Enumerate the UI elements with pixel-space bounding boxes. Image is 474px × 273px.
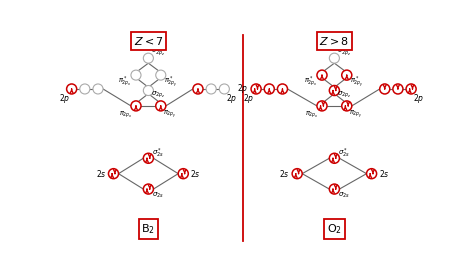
- Text: $\sigma_{2s}$: $\sigma_{2s}$: [153, 191, 164, 200]
- Text: $2p$: $2p$: [59, 92, 70, 105]
- Text: $\pi_{2p_x}$: $\pi_{2p_x}$: [305, 109, 319, 120]
- Text: $\mathrm{B_2}$: $\mathrm{B_2}$: [141, 222, 155, 236]
- Text: $2p$: $2p$: [237, 82, 248, 96]
- Circle shape: [366, 169, 377, 179]
- Text: $\pi_{2p_x}$: $\pi_{2p_x}$: [119, 109, 133, 120]
- Circle shape: [329, 184, 339, 194]
- Text: $\sigma_{2s}$: $\sigma_{2s}$: [338, 191, 350, 200]
- Text: $\sigma^*_{2s}$: $\sigma^*_{2s}$: [153, 146, 164, 159]
- Text: $2p$: $2p$: [244, 92, 255, 105]
- Circle shape: [219, 84, 229, 94]
- Text: $\mathrm{O_2}$: $\mathrm{O_2}$: [327, 222, 342, 236]
- Circle shape: [67, 84, 77, 94]
- Circle shape: [131, 70, 141, 80]
- Circle shape: [317, 70, 327, 80]
- Circle shape: [277, 84, 288, 94]
- Circle shape: [292, 169, 302, 179]
- Circle shape: [342, 101, 352, 111]
- Text: $2s$: $2s$: [379, 168, 389, 179]
- Circle shape: [193, 84, 203, 94]
- Text: $2s$: $2s$: [191, 168, 201, 179]
- Text: $\pi^*_{2p_y}$: $\pi^*_{2p_y}$: [164, 74, 178, 90]
- Circle shape: [143, 153, 154, 163]
- Circle shape: [143, 184, 154, 194]
- Text: $\sigma^*_{2p_z}$: $\sigma^*_{2p_z}$: [151, 45, 166, 59]
- Circle shape: [380, 84, 390, 94]
- Circle shape: [317, 101, 327, 111]
- Text: $\pi^*_{2p_y}$: $\pi^*_{2p_y}$: [350, 74, 364, 90]
- Circle shape: [178, 169, 188, 179]
- Text: $\sigma^*_{2s}$: $\sigma^*_{2s}$: [338, 146, 350, 159]
- Circle shape: [329, 85, 339, 96]
- Text: $\pi_{2p_y}$: $\pi_{2p_y}$: [349, 109, 363, 120]
- Text: $\pi^*_{2p_x}$: $\pi^*_{2p_x}$: [118, 75, 132, 89]
- Text: $2s$: $2s$: [280, 168, 290, 179]
- Text: $Z > 8$: $Z > 8$: [319, 35, 349, 47]
- Text: $\sigma_{2p_z}$: $\sigma_{2p_z}$: [337, 90, 352, 100]
- Text: $Z < 7$: $Z < 7$: [134, 35, 163, 47]
- Circle shape: [93, 84, 103, 94]
- Circle shape: [264, 84, 274, 94]
- Text: $2p$: $2p$: [413, 92, 425, 105]
- Text: $\sigma^*_{2p_z}$: $\sigma^*_{2p_z}$: [337, 45, 352, 59]
- Circle shape: [342, 70, 352, 80]
- Circle shape: [206, 84, 216, 94]
- Text: $\sigma_{2p_z}$: $\sigma_{2p_z}$: [151, 90, 166, 100]
- Circle shape: [131, 101, 141, 111]
- Text: $\pi_{2p_y}$: $\pi_{2p_y}$: [163, 109, 177, 120]
- Circle shape: [329, 53, 339, 63]
- Circle shape: [80, 84, 90, 94]
- Circle shape: [251, 84, 261, 94]
- Circle shape: [393, 84, 403, 94]
- Circle shape: [406, 84, 416, 94]
- Circle shape: [156, 70, 166, 80]
- Circle shape: [109, 169, 118, 179]
- Text: $\pi^*_{2p_x}$: $\pi^*_{2p_x}$: [304, 75, 318, 89]
- Text: $2s$: $2s$: [96, 168, 107, 179]
- Circle shape: [156, 101, 166, 111]
- Circle shape: [143, 53, 154, 63]
- Circle shape: [143, 85, 154, 96]
- Text: $2p$: $2p$: [227, 92, 238, 105]
- Circle shape: [329, 153, 339, 163]
